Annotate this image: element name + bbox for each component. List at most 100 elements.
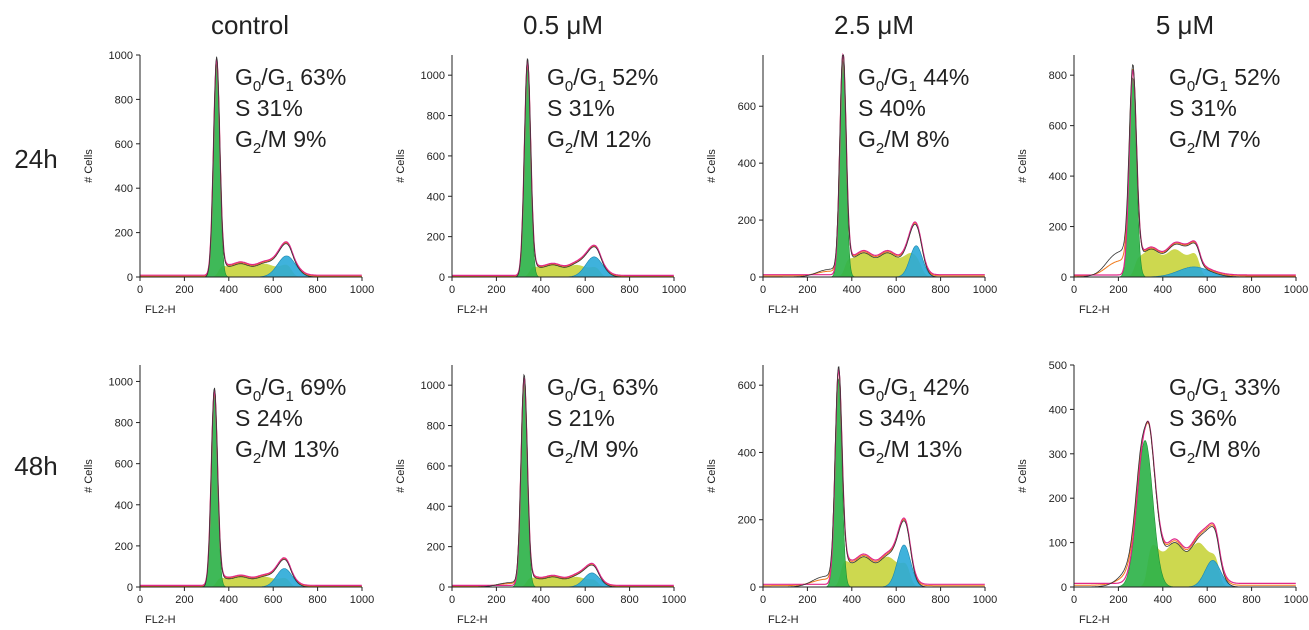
column-title: 2.5 μM bbox=[834, 10, 914, 40]
x-tick-label: 800 bbox=[931, 284, 949, 296]
x-tick-label: 600 bbox=[576, 594, 594, 606]
y-tick-label: 0 bbox=[439, 272, 445, 284]
x-tick-label: 600 bbox=[264, 284, 282, 296]
x-tick-label: 600 bbox=[1198, 594, 1216, 606]
y-tick-label: 200 bbox=[427, 232, 445, 244]
s-annotation: S 36% bbox=[1169, 405, 1237, 431]
y-tick-label: 400 bbox=[738, 447, 756, 459]
y-axis-label: # Cells bbox=[83, 459, 95, 493]
y-tick-label: 400 bbox=[427, 191, 445, 203]
s-phase-area bbox=[763, 252, 985, 277]
y-tick-label: 600 bbox=[427, 151, 445, 163]
y-tick-label: 0 bbox=[1061, 272, 1067, 284]
x-tick-label: 1000 bbox=[973, 284, 997, 296]
g2m-annotation: G2/M 7% bbox=[1169, 126, 1260, 157]
x-tick-label: 1000 bbox=[662, 594, 686, 606]
y-tick-label: 400 bbox=[738, 158, 756, 170]
s-annotation: S 40% bbox=[858, 95, 926, 121]
x-tick-label: 400 bbox=[220, 594, 238, 606]
x-tick-label: 400 bbox=[1154, 284, 1172, 296]
y-tick-label: 600 bbox=[1049, 121, 1067, 133]
x-tick-label: 400 bbox=[843, 284, 861, 296]
s-annotation: S 31% bbox=[235, 95, 303, 121]
x-tick-label: 200 bbox=[487, 284, 505, 296]
row-title: 24h bbox=[14, 144, 57, 174]
x-tick-label: 800 bbox=[931, 594, 949, 606]
fit-curve bbox=[452, 59, 674, 276]
s-phase-area bbox=[763, 556, 985, 587]
x-axis-label: FL2-H bbox=[145, 614, 176, 626]
fit-curve-orange bbox=[140, 390, 362, 587]
g2m-annotation: G2/M 12% bbox=[547, 126, 651, 157]
fit-curve bbox=[452, 376, 674, 586]
fit-curve bbox=[140, 58, 362, 276]
histogram-panel: 0 200 400 600 800 1000 0 200 400 600 FL2-H # Cells G… bbox=[706, 365, 997, 626]
y-tick-label: 400 bbox=[1049, 404, 1067, 416]
x-tick-label: 400 bbox=[1154, 594, 1172, 606]
y-tick-label: 600 bbox=[427, 461, 445, 473]
x-tick-label: 0 bbox=[1071, 284, 1077, 296]
fit-curve bbox=[1074, 69, 1296, 276]
fit-curve-orange bbox=[763, 54, 985, 277]
fit-curve bbox=[140, 390, 362, 586]
x-tick-label: 800 bbox=[308, 594, 326, 606]
s-annotation: S 34% bbox=[858, 405, 926, 431]
x-tick-label: 1000 bbox=[350, 594, 374, 606]
g0g1-annotation: G0/G1 42% bbox=[858, 374, 969, 405]
x-tick-label: 400 bbox=[220, 284, 238, 296]
s-phase-area bbox=[1074, 542, 1296, 587]
y-axis-label: # Cells bbox=[395, 149, 407, 183]
row-title: 48h bbox=[14, 451, 57, 481]
y-tick-label: 0 bbox=[1061, 582, 1067, 594]
x-tick-label: 400 bbox=[843, 594, 861, 606]
histogram-panel: 0 200 400 600 800 1000 0 200 400 600 800 1000 FL2-H #… bbox=[83, 50, 374, 316]
g2m-annotation: G2/M 13% bbox=[858, 436, 962, 467]
y-tick-label: 600 bbox=[738, 101, 756, 113]
y-tick-label: 200 bbox=[427, 542, 445, 554]
x-tick-label: 0 bbox=[137, 284, 143, 296]
y-tick-label: 200 bbox=[115, 541, 133, 553]
x-axis-label: FL2-H bbox=[1079, 304, 1110, 316]
s-annotation: S 21% bbox=[547, 405, 615, 431]
g0g1-annotation: G0/G1 33% bbox=[1169, 374, 1280, 405]
y-tick-label: 0 bbox=[750, 272, 756, 284]
y-axis-label: # Cells bbox=[1017, 459, 1029, 493]
g0g1-annotation: G0/G1 44% bbox=[858, 64, 969, 95]
x-tick-label: 800 bbox=[1242, 594, 1260, 606]
y-tick-label: 400 bbox=[115, 183, 133, 195]
x-axis-label: FL2-H bbox=[145, 304, 176, 316]
fit-curve bbox=[763, 52, 985, 276]
x-tick-label: 800 bbox=[308, 284, 326, 296]
g0g1-annotation: G0/G1 63% bbox=[235, 64, 346, 95]
x-tick-label: 200 bbox=[487, 594, 505, 606]
y-axis-label: # Cells bbox=[706, 149, 718, 183]
x-axis-label: FL2-H bbox=[768, 304, 799, 316]
x-tick-label: 0 bbox=[760, 594, 766, 606]
x-tick-label: 200 bbox=[1109, 284, 1127, 296]
x-tick-label: 400 bbox=[532, 284, 550, 296]
y-tick-label: 200 bbox=[115, 228, 133, 240]
g0g1-annotation: G0/G1 69% bbox=[235, 374, 346, 405]
x-tick-label: 600 bbox=[887, 594, 905, 606]
y-tick-label: 800 bbox=[427, 111, 445, 123]
x-tick-label: 1000 bbox=[1284, 594, 1308, 606]
x-tick-label: 200 bbox=[798, 594, 816, 606]
x-tick-label: 400 bbox=[532, 594, 550, 606]
y-tick-label: 400 bbox=[427, 501, 445, 513]
column-title: 0.5 μM bbox=[523, 10, 603, 40]
x-axis-label: FL2-H bbox=[768, 614, 799, 626]
y-tick-label: 200 bbox=[1049, 493, 1067, 505]
fit-curve-orange bbox=[452, 61, 674, 277]
x-tick-label: 1000 bbox=[662, 284, 686, 296]
y-tick-label: 1000 bbox=[421, 70, 445, 82]
y-tick-label: 500 bbox=[1049, 360, 1067, 372]
histogram-panel: 0 200 400 600 800 1000 0 200 400 600 800 1000 FL2-H #… bbox=[83, 365, 374, 626]
column-title: control bbox=[211, 10, 289, 40]
y-tick-label: 0 bbox=[439, 582, 445, 594]
x-tick-label: 600 bbox=[264, 594, 282, 606]
s-annotation: S 31% bbox=[547, 95, 615, 121]
y-tick-label: 400 bbox=[115, 500, 133, 512]
y-tick-label: 600 bbox=[738, 380, 756, 392]
g2m-annotation: G2/M 9% bbox=[547, 436, 638, 467]
x-tick-label: 600 bbox=[1198, 284, 1216, 296]
